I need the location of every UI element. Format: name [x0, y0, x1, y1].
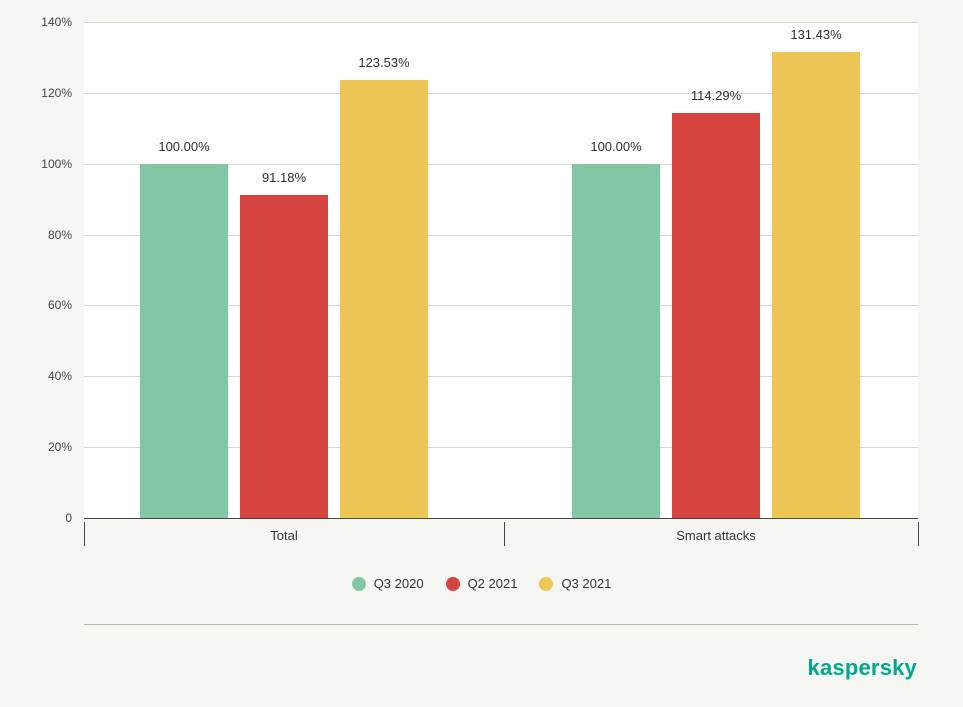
bar: [772, 52, 860, 518]
y-tick-label: 40%: [0, 370, 72, 382]
legend-item: Q2 2021: [446, 576, 518, 591]
bar-value-label: 131.43%: [790, 27, 841, 42]
legend-item: Q3 2020: [352, 576, 424, 591]
bar-value-label: 91.18%: [262, 170, 306, 185]
legend-label: Q3 2020: [374, 576, 424, 591]
chart-stage: 0 20% 40% 60% 80% 100% 120% 140% 100.00% 91.18% 12…: [0, 0, 963, 707]
legend-label: Q2 2021: [468, 576, 518, 591]
bar-value-label: 123.53%: [358, 55, 409, 70]
y-gridline: [84, 518, 918, 519]
y-tick-label: 0: [0, 512, 72, 524]
x-separator-tick: [918, 522, 919, 546]
bar-value-label: 114.29%: [691, 88, 741, 103]
y-tick-label: 60%: [0, 299, 72, 311]
bar-value-label: 100.00%: [158, 139, 209, 154]
x-category-label: Total: [270, 528, 297, 543]
bar: [572, 164, 660, 518]
y-gridline: [84, 22, 918, 23]
chart-canvas: 0 20% 40% 60% 80% 100% 120% 140% 100.00% 91.18% 12…: [0, 0, 963, 707]
bar: [240, 195, 328, 518]
legend-item: Q3 2021: [539, 576, 611, 591]
bottom-divider: [84, 624, 918, 625]
y-tick-label: 20%: [0, 441, 72, 453]
legend-swatch: [352, 577, 366, 591]
brand-logo-text: kaspersky: [808, 655, 917, 681]
bar: [140, 164, 228, 518]
legend-label: Q3 2021: [561, 576, 611, 591]
x-separator-tick: [84, 522, 85, 546]
y-tick-label: 120%: [0, 87, 72, 99]
y-tick-label: 100%: [0, 158, 72, 170]
x-category-label: Smart attacks: [676, 528, 755, 543]
legend: Q3 2020 Q2 2021 Q3 2021: [0, 576, 963, 591]
legend-swatch: [446, 577, 460, 591]
x-separator-tick: [504, 522, 505, 546]
y-tick-label: 80%: [0, 229, 72, 241]
bar-value-label: 100.00%: [590, 139, 641, 154]
bar: [672, 113, 760, 518]
y-tick-label: 140%: [0, 16, 72, 28]
bar: [340, 80, 428, 518]
legend-swatch: [539, 577, 553, 591]
